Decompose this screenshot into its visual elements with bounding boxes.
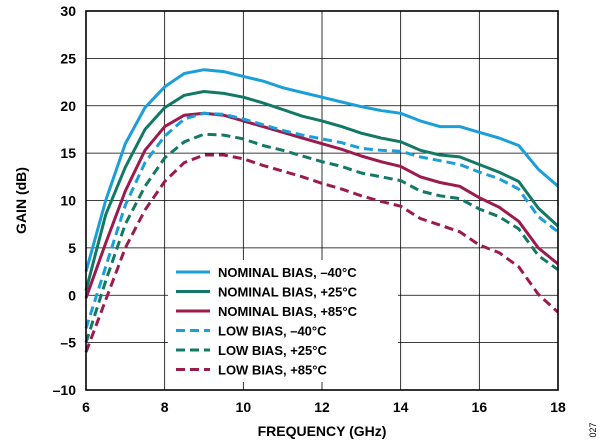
y-tick-label: 20 xyxy=(60,98,76,114)
y-tick-label: 10 xyxy=(60,193,76,209)
series-line-1 xyxy=(84,90,560,291)
series-line-0 xyxy=(84,68,559,273)
series-lines xyxy=(84,68,560,353)
x-tick-label: 10 xyxy=(236,399,252,415)
legend-label: NOMINAL BIAS, +85°C xyxy=(218,304,358,319)
legend-label: LOW BIAS, +25°C xyxy=(218,343,327,358)
x-tick-label: 8 xyxy=(161,399,169,415)
y-axis-label: GAIN (dB) xyxy=(13,167,29,234)
y-tick-label: –5 xyxy=(60,335,76,351)
figure-id: 027 xyxy=(588,422,598,437)
y-tick-label: –10 xyxy=(53,382,77,398)
legend-background xyxy=(168,260,398,382)
y-tick-label: 5 xyxy=(68,240,76,256)
series-line-2 xyxy=(84,111,559,299)
legend-label: NOMINAL BIAS, +25°C xyxy=(218,285,358,300)
legend-box xyxy=(168,260,398,382)
y-tick-label: 30 xyxy=(60,3,76,19)
y-tick-labels: –10 –5 0 5 10 15 20 25 30 xyxy=(53,3,77,398)
x-tick-labels: 6 8 10 12 14 16 18 xyxy=(82,399,566,415)
x-tick-label: 16 xyxy=(472,399,488,415)
series-line-5 xyxy=(84,153,560,353)
legend-label: NOMINAL BIAS, –40°C xyxy=(218,265,357,280)
x-tick-label: 6 xyxy=(82,399,90,415)
plot-frame xyxy=(85,10,559,391)
grid xyxy=(85,10,559,391)
x-tick-label: 12 xyxy=(314,399,330,415)
legend: NOMINAL BIAS, –40°C NOMINAL BIAS, +25°C NO… xyxy=(176,265,358,378)
y-tick-label: 15 xyxy=(60,145,76,161)
series-line-4 xyxy=(84,132,559,344)
series-line-3 xyxy=(84,111,559,329)
y-tick-label: 25 xyxy=(60,50,76,66)
legend-label: LOW BIAS, +85°C xyxy=(218,363,327,378)
x-tick-label: 14 xyxy=(393,399,409,415)
y-tick-label: 0 xyxy=(68,287,76,303)
legend-label: LOW BIAS, –40°C xyxy=(218,324,327,339)
x-axis-label: FREQUENCY (GHz) xyxy=(258,423,387,439)
x-tick-label: 18 xyxy=(550,399,566,415)
